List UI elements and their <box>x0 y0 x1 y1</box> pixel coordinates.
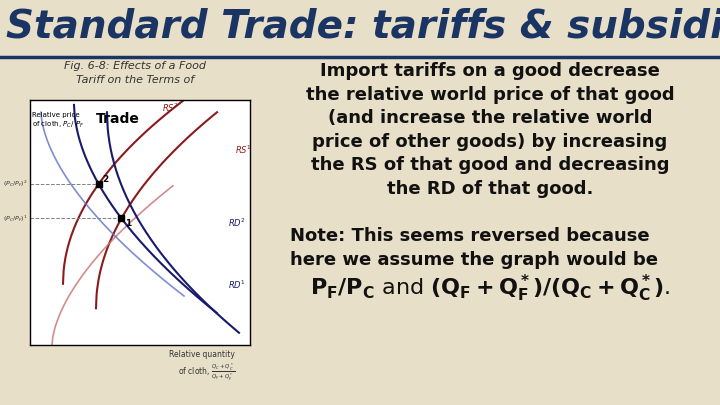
Text: $RS^2$: $RS^2$ <box>162 102 179 114</box>
Text: Fig. 6-8: Effects of a Food: Fig. 6-8: Effects of a Food <box>64 61 206 71</box>
Text: 2: 2 <box>102 175 108 183</box>
Text: $(P_C/P_F)^1$: $(P_C/P_F)^1$ <box>3 213 28 224</box>
Text: $\mathbf{P_F/P_C}$ and $\mathbf{(Q_F + Q_F^*)/(Q_C + Q_C^*)}$.: $\mathbf{P_F/P_C}$ and $\mathbf{(Q_F + Q… <box>310 273 670 304</box>
Text: Relative quantity
of cloth, $\frac{Q_C+Q_C^*}{Q_F+Q_F^*}$: Relative quantity of cloth, $\frac{Q_C+Q… <box>169 350 235 383</box>
Text: Relative price
of cloth, $P_C$/ $P_F$: Relative price of cloth, $P_C$/ $P_F$ <box>32 112 84 130</box>
Text: Import tariffs on a good decrease
the relative world price of that good
(and inc: Import tariffs on a good decrease the re… <box>306 62 675 198</box>
Text: $RD^1$: $RD^1$ <box>228 278 246 291</box>
Text: Tariff on the Terms of: Tariff on the Terms of <box>76 75 194 85</box>
Text: 1: 1 <box>125 219 131 228</box>
Text: $(P_C/P_F)^2$: $(P_C/P_F)^2$ <box>3 179 28 189</box>
Text: $RS^1$: $RS^1$ <box>235 143 251 156</box>
Text: Note: This seems reversed because
here we assume the graph would be: Note: This seems reversed because here w… <box>290 227 658 269</box>
Text: Trade: Trade <box>96 112 140 126</box>
Text: Standard Trade: tariffs & subsidies: Standard Trade: tariffs & subsidies <box>6 7 720 45</box>
Text: $RD^2$: $RD^2$ <box>228 217 246 229</box>
